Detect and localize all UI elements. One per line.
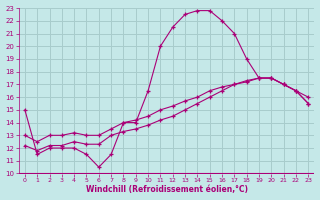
X-axis label: Windchill (Refroidissement éolien,°C): Windchill (Refroidissement éolien,°C) <box>85 185 248 194</box>
